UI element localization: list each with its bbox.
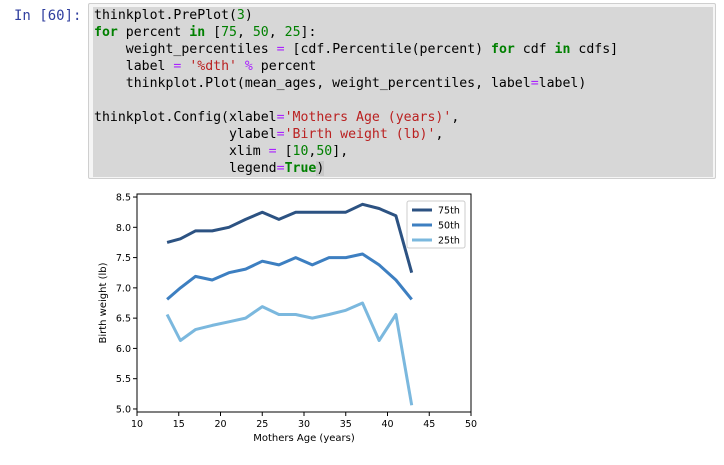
code-token: , xyxy=(268,25,285,40)
code-token: [ xyxy=(205,25,222,40)
code-token: in xyxy=(554,42,571,57)
series-line-50th xyxy=(166,252,413,301)
code-token: ) xyxy=(316,161,325,176)
series-line-75th xyxy=(166,202,414,274)
code-token: in xyxy=(189,25,206,40)
code-token: percent xyxy=(117,25,190,40)
code-token: = xyxy=(268,144,277,159)
code-token: 50 xyxy=(316,144,333,159)
code-token: [cdf.Percentile(percent) xyxy=(284,42,492,57)
code-token: cdfs] xyxy=(570,42,619,57)
y-tick-label: 6.5 xyxy=(116,314,131,325)
code-token: % xyxy=(244,59,253,74)
code-line xyxy=(93,92,713,109)
code-token: , xyxy=(308,144,317,159)
code-token: percent xyxy=(252,59,317,74)
y-tick-label: 8.0 xyxy=(116,223,131,234)
code-token: 75 xyxy=(221,25,237,40)
code-token: for xyxy=(94,25,118,40)
code-line: for percent in [75, 50, 25]: xyxy=(93,24,713,41)
y-tick-label: 8.5 xyxy=(116,193,131,204)
code-token: , xyxy=(236,25,253,40)
x-tick-label: 10 xyxy=(131,419,143,430)
code-token: ) xyxy=(244,8,253,23)
x-tick-label: 25 xyxy=(256,419,268,430)
code-token: 50 xyxy=(252,25,269,40)
x-tick-label: 45 xyxy=(423,419,435,430)
x-tick-label: 15 xyxy=(173,419,185,430)
code-token: thinkplot.Plot(mean_ages, weight_percent… xyxy=(94,76,531,91)
cell-prompt: In [60]: xyxy=(14,8,82,24)
code-token: ylabel xyxy=(94,127,277,142)
code-token: ]: xyxy=(300,25,317,40)
code-line: thinkplot.PrePlot(3) xyxy=(93,7,713,24)
code-token: , xyxy=(451,110,460,125)
code-token: = xyxy=(276,161,285,176)
code-token: , xyxy=(435,127,444,142)
code-editor[interactable]: thinkplot.PrePlot(3) for percent in [75, … xyxy=(93,7,713,177)
code-token: 'Birth weight (lb)' xyxy=(284,127,436,142)
y-tick-label: 5.0 xyxy=(116,404,131,415)
output-chart: 10 15 20 25 30 35 40 45 50 5.0 5.5 6.0 6.5 7.0 7.5 8.0 8… xyxy=(92,188,482,457)
line-chart: 10 15 20 25 30 35 40 45 50 5.0 5.5 6.0 6.5 7.0 7.5 8.0 8… xyxy=(98,193,477,444)
code-token: weight_percentiles xyxy=(94,42,277,57)
code-token: 10 xyxy=(292,144,309,159)
code-line: thinkplot.Config(xlabel='Mothers Age (ye… xyxy=(93,109,713,126)
code-token: label) xyxy=(538,76,587,91)
legend-label: 50th xyxy=(438,221,460,232)
code-line: ylabel='Birth weight (lb)', xyxy=(93,126,713,143)
code-token: ], xyxy=(332,144,349,159)
code-token: for xyxy=(491,42,515,57)
code-token: thinkplot.PrePlot( xyxy=(94,8,237,23)
code-line: label = '%dth' % percent xyxy=(93,58,713,75)
code-token: 3 xyxy=(236,8,245,23)
x-tick-label: 40 xyxy=(381,419,393,430)
y-tick-label: 6.0 xyxy=(116,344,131,355)
y-tick-label: 7.5 xyxy=(116,253,131,264)
code-cell-input[interactable]: thinkplot.PrePlot(3) for percent in [75, … xyxy=(88,3,716,179)
code-token: = xyxy=(530,76,539,91)
x-tick-label: 30 xyxy=(298,419,310,430)
code-line: legend=True) xyxy=(93,160,713,177)
code-token: legend xyxy=(94,161,277,176)
y-tick-label: 5.5 xyxy=(116,374,131,385)
code-token: 'Mothers Age (years)' xyxy=(284,110,452,125)
code-token: thinkplot.Config(xlabel xyxy=(94,110,277,125)
code-token: = xyxy=(276,42,285,57)
legend-label: 75th xyxy=(438,206,460,217)
code-token: 25 xyxy=(284,25,301,40)
code-token: xlim xyxy=(94,144,269,159)
code-token: = xyxy=(276,110,285,125)
x-tick-label: 20 xyxy=(214,419,226,430)
series-line-25th xyxy=(165,301,414,406)
code-line: xlim = [10,50], xyxy=(93,143,713,160)
code-token: cdf xyxy=(514,42,555,57)
legend-box xyxy=(406,200,466,249)
code-token: '%dth' xyxy=(189,59,237,74)
code-token: [ xyxy=(276,144,293,159)
y-axis-label: Birth weight (lb) xyxy=(98,262,109,343)
code-token: label xyxy=(94,59,174,74)
x-tick-label: 35 xyxy=(340,419,352,430)
code-token: = xyxy=(173,59,182,74)
code-line: weight_percentiles = [cdf.Percentile(per… xyxy=(93,41,713,58)
x-tick-label: 50 xyxy=(465,419,477,430)
code-token xyxy=(237,59,245,74)
code-token: True xyxy=(284,161,317,176)
legend-label: 25th xyxy=(438,236,460,247)
code-token: = xyxy=(276,127,285,142)
code-line: thinkplot.Plot(mean_ages, weight_percent… xyxy=(93,75,713,92)
x-axis-label: Mothers Age (years) xyxy=(253,433,355,444)
y-tick-label: 7.0 xyxy=(116,283,131,294)
